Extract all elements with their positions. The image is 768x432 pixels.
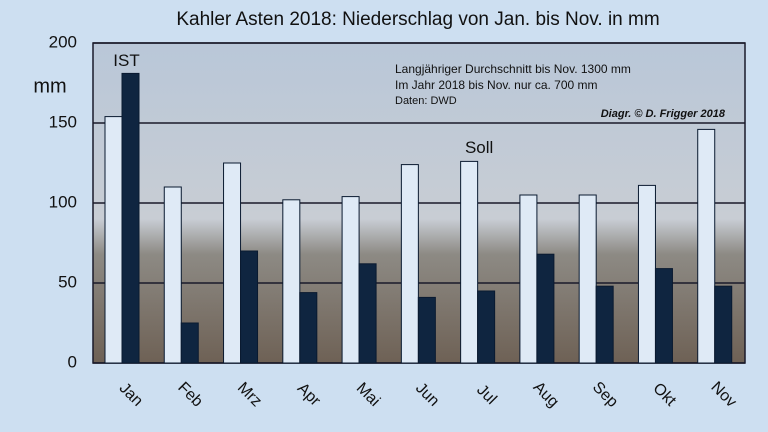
bar	[460, 160, 479, 364]
bar	[104, 116, 123, 364]
bar	[282, 199, 301, 364]
credit: Diagr. © D. Frigger 2018	[601, 108, 726, 120]
annotation: Im Jahr 2018 bis Nov. nur ca. 700 mm	[395, 78, 598, 92]
bar	[341, 196, 360, 364]
bar	[223, 162, 242, 364]
bar	[697, 128, 716, 364]
bar	[180, 322, 199, 364]
series-label: IST	[113, 51, 139, 70]
bar	[714, 285, 733, 364]
bar	[578, 194, 597, 364]
bar	[121, 72, 140, 364]
series-label: Soll	[465, 138, 493, 157]
bar	[595, 285, 614, 364]
y-axis-label: mm	[33, 75, 66, 97]
y-tick-label: 150	[49, 112, 77, 131]
bar	[417, 296, 436, 364]
bar	[637, 184, 656, 364]
y-tick-label: 200	[49, 32, 77, 51]
bar	[358, 263, 377, 364]
annotation: Daten: DWD	[395, 95, 457, 107]
chart-title: Kahler Asten 2018: Niederschlag von Jan.…	[176, 9, 659, 30]
y-tick-label: 100	[49, 192, 77, 211]
bar	[519, 194, 538, 364]
y-tick-label: 50	[58, 272, 77, 291]
bar	[240, 250, 259, 364]
y-tick-label: 0	[68, 352, 77, 371]
bar	[477, 290, 496, 364]
bar	[654, 268, 673, 364]
bar	[400, 164, 419, 364]
bar	[536, 253, 555, 364]
annotation: Langjähriger Durchschnitt bis Nov. 1300 …	[395, 62, 631, 76]
bar	[163, 186, 182, 364]
bar	[299, 292, 318, 364]
